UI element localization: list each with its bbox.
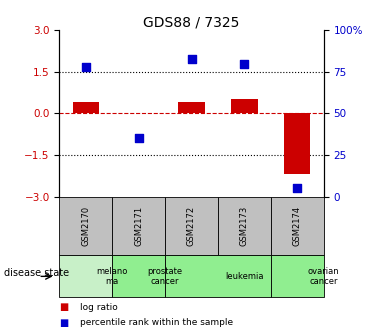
Bar (59, 255, 112, 297)
Text: melano
ma: melano ma (97, 267, 128, 286)
Text: ■: ■ (59, 318, 69, 328)
Text: GSM2170: GSM2170 (81, 206, 90, 246)
Bar (73, 102, 99, 114)
Bar (112, 255, 165, 297)
Bar (165, 197, 218, 255)
Point (136, 136, 142, 141)
Text: percentile rank within the sample: percentile rank within the sample (80, 318, 234, 327)
Text: ovarian
cancer: ovarian cancer (308, 267, 339, 286)
Bar (165, 255, 271, 297)
Text: GSM2173: GSM2173 (240, 206, 249, 246)
Text: ■: ■ (59, 302, 69, 312)
Point (294, 185, 300, 191)
Text: GSM2172: GSM2172 (187, 206, 196, 246)
Title: GDS88 / 7325: GDS88 / 7325 (143, 15, 240, 29)
Text: GSM2171: GSM2171 (134, 206, 143, 246)
Text: disease state: disease state (4, 268, 69, 278)
Point (241, 61, 247, 66)
Bar (59, 197, 112, 255)
Bar (218, 197, 271, 255)
Bar (271, 255, 324, 297)
Bar (231, 99, 257, 114)
Text: log ratio: log ratio (80, 303, 118, 312)
Text: leukemia: leukemia (225, 272, 264, 281)
Point (188, 56, 195, 61)
Point (83, 64, 89, 70)
Text: prostate
cancer: prostate cancer (147, 267, 183, 286)
Text: GSM2174: GSM2174 (293, 206, 302, 246)
Bar (112, 197, 165, 255)
Bar (178, 102, 205, 114)
Bar (271, 197, 324, 255)
Bar (284, 114, 311, 174)
